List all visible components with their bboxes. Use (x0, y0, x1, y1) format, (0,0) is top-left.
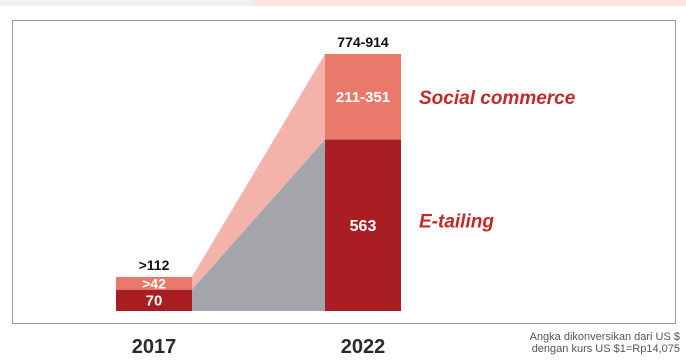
legend-label-social-commerce: Social commerce (419, 88, 576, 109)
currency-footnote: Angka dikonversikan dari US $ dengan kur… (480, 331, 680, 355)
footnote-line-2: dengan kurs US $1=Rp14,075 (531, 343, 680, 355)
connector-layer (192, 54, 325, 311)
e-tailing-connector (192, 139, 325, 311)
year-label-2017: 2017 (132, 336, 177, 358)
data-label-e-tailing-2017: 70 (146, 293, 163, 310)
legend-label-e-tailing: E-tailing (419, 211, 494, 232)
year-label-2022: 2022 (341, 336, 386, 358)
bar-social-commerce-2022 (325, 54, 401, 140)
total-label-2022: 774-914 (337, 34, 389, 50)
bar-e-tailing-2017 (116, 289, 192, 311)
top-divider-strip (0, 0, 686, 6)
bar-layer (116, 54, 401, 311)
label-layer: 70 >42 >112 2017 563 211-351 774-914 2022 Social… (132, 34, 576, 358)
data-label-social-commerce-2022: 211-351 (336, 89, 390, 106)
footnote-line-1: Angka dikonversikan dari US $ (529, 331, 680, 343)
data-label-e-tailing-2022: 563 (350, 218, 377, 235)
data-label-social-commerce-2017: >42 (142, 275, 166, 291)
social-commerce-connector (192, 54, 325, 290)
bar-e-tailing-2022 (325, 139, 401, 311)
total-label-2017: >112 (139, 257, 170, 273)
bar-social-commerce-2017 (116, 276, 192, 290)
